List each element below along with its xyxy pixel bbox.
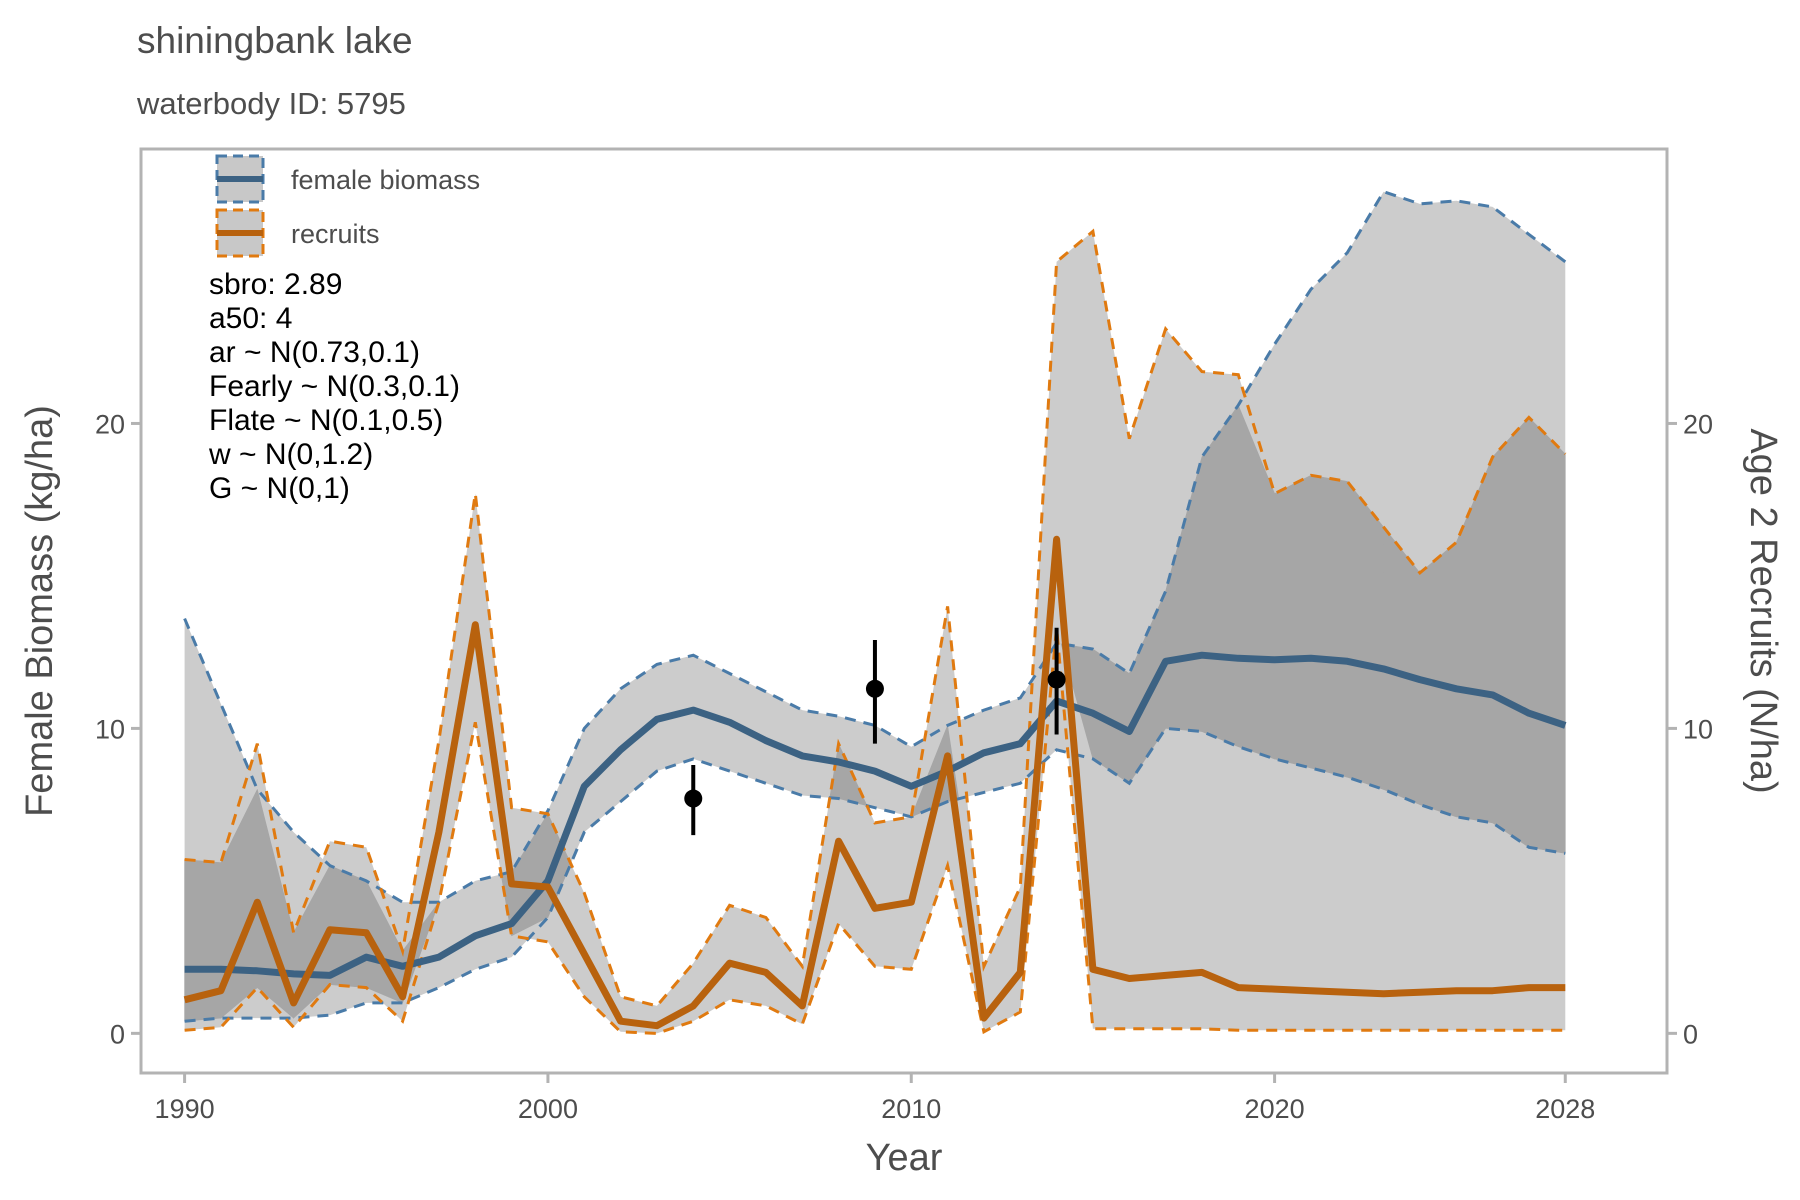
median-lines: [183, 535, 1567, 1030]
legend-label-recruits: recruits: [291, 219, 380, 249]
observation-point: [865, 679, 884, 698]
x-tick-label: 2000: [518, 1094, 578, 1124]
legend: female biomass recruits: [215, 154, 480, 258]
observation-points: [684, 627, 1066, 836]
y-tick-label: 0: [110, 1019, 125, 1049]
band-overlap-segment: [1201, 404, 1239, 748]
recruits-upper-bound: [184, 228, 1567, 1008]
chart-subtitle: waterbody ID: 5795: [136, 86, 406, 121]
band-overlap-segment: [1528, 416, 1566, 854]
x-axis: 1990 2000 2010 2020 2028: [155, 1073, 1595, 1124]
band-overlap-segment: [1492, 416, 1530, 848]
y-tick-label: 20: [95, 409, 125, 439]
annotation-ar: ar ~ N(0.73,0.1): [209, 336, 420, 369]
band-overlap-segment: [1347, 480, 1384, 790]
annotation-fearly: Fearly ~ N(0.3,0.1): [209, 370, 460, 403]
band-overlap-segment: [1383, 526, 1421, 806]
band-borders: [183, 189, 1567, 1035]
female-biomass-lower-bound: [184, 726, 1566, 1023]
x-tick-label: 2010: [881, 1094, 941, 1124]
y-axis-right: 0 10 20: [1667, 409, 1713, 1049]
band-overlap-segment: [1310, 474, 1348, 778]
annotation-flate: Flate ~ N(0.1,0.5): [209, 404, 443, 437]
y-tick-label: 10: [95, 714, 125, 744]
recruits-lower-bound: [184, 627, 1566, 1035]
annotation-w: w ~ N(0,1.2): [208, 438, 373, 471]
x-tick-label: 2028: [1535, 1094, 1595, 1124]
legend-label-female-biomass: female biomass: [291, 165, 480, 195]
annotation-g: G ~ N(0,1): [209, 472, 350, 505]
legend-item-recruits: recruits: [215, 208, 380, 258]
observation-point: [1047, 670, 1066, 689]
legend-item-female-biomass: female biomass: [215, 154, 480, 204]
chart-title: shiningbank lake: [137, 20, 413, 61]
y2-tick-label: 20: [1683, 409, 1713, 439]
annotation-a50: a50: 4: [209, 302, 292, 335]
y-axis-title: Female Biomass (kg/ha): [19, 405, 61, 817]
panel-border: [139, 147, 1669, 1075]
x-tick-label: 2020: [1245, 1094, 1305, 1124]
line-recruits: [183, 535, 1566, 1030]
y-axis-left: 0 10 20: [95, 409, 141, 1049]
y2-tick-label: 10: [1683, 714, 1713, 744]
parameter-annotations: sbro: 2.89 a50: 4 ar ~ N(0.73,0.1) Fearl…: [208, 268, 460, 505]
x-tick-label: 1990: [155, 1094, 215, 1124]
band-overlap-segment: [1274, 474, 1312, 769]
line-female-biomass: [184, 651, 1567, 979]
x-axis-title: Year: [866, 1137, 943, 1179]
y2-tick-label: 0: [1683, 1019, 1698, 1049]
female-biomass-upper-bound: [183, 189, 1567, 904]
observation-point: [684, 789, 703, 808]
annotation-sbro: sbro: 2.89: [209, 268, 342, 301]
plot-panel: [139, 147, 1669, 1075]
y2-axis-title: Age 2 Recruits (N/ha): [1742, 428, 1784, 793]
